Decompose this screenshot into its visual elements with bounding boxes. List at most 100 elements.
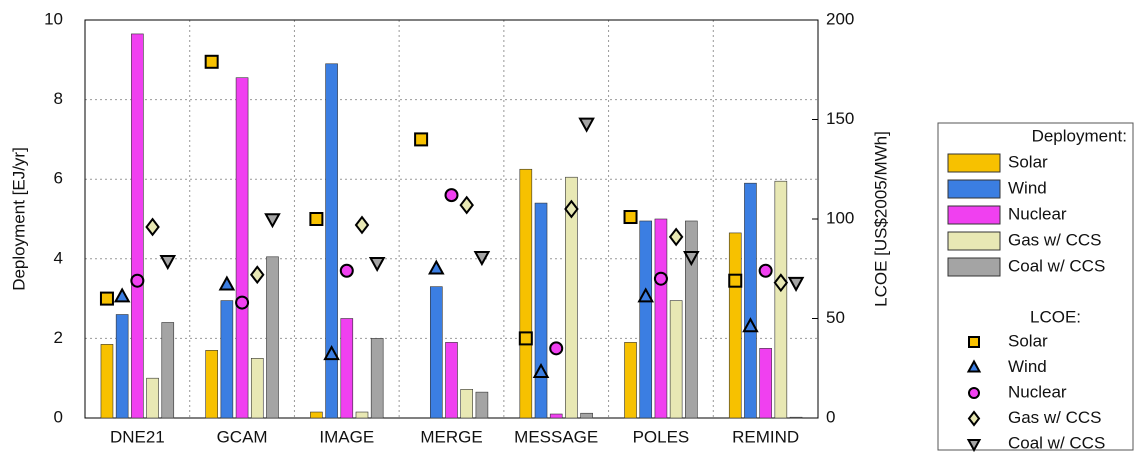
- bar: [759, 348, 772, 419]
- marker: [204, 54, 219, 69]
- x-tick-label: REMIND: [732, 427, 799, 446]
- marker: [473, 251, 491, 267]
- y-tick-label: 4: [54, 248, 63, 267]
- legend-swatch: [947, 257, 1001, 277]
- bar: [131, 33, 144, 419]
- marker: [414, 132, 429, 147]
- marker: [532, 362, 550, 379]
- x-tick-label: MESSAGE: [514, 427, 598, 446]
- x-tick-label: IMAGE: [319, 427, 374, 446]
- marker: [428, 259, 445, 275]
- legend-marker: [968, 336, 980, 348]
- bar: [266, 256, 279, 419]
- y-tick-label: 10: [44, 9, 63, 28]
- marker: [264, 213, 281, 229]
- legend-swatch: [947, 153, 1001, 173]
- bar: [325, 63, 338, 419]
- marker: [145, 217, 160, 237]
- bar: [250, 357, 264, 419]
- y-tick-label: 8: [54, 89, 63, 108]
- marker: [339, 263, 354, 278]
- marker: [728, 273, 743, 288]
- x-tick-label: DNE21: [110, 427, 165, 446]
- bar: [310, 411, 323, 419]
- y-tick-label: 6: [54, 169, 63, 188]
- bar: [789, 416, 803, 419]
- y2-axis-label: LCOE [US$2005/MWh]: [871, 131, 890, 307]
- marker: [159, 254, 177, 271]
- legend-group-title: LCOE:: [1030, 307, 1081, 326]
- marker: [323, 345, 340, 361]
- bar: [639, 220, 653, 419]
- bar: [685, 220, 698, 419]
- legend-label: Gas w/ CCS: [1008, 408, 1102, 427]
- bar: [728, 232, 742, 419]
- marker: [564, 199, 579, 219]
- marker: [637, 287, 655, 303]
- x-tick-label: POLES: [633, 427, 690, 446]
- bar: [624, 342, 637, 419]
- legend-swatch: [947, 205, 1001, 225]
- marker: [758, 263, 773, 278]
- marker: [668, 227, 684, 247]
- marker: [459, 195, 474, 215]
- marker: [623, 210, 638, 225]
- legend-marker: [967, 410, 981, 427]
- bar: [475, 391, 489, 419]
- y2-tick-label: 0: [826, 407, 835, 426]
- marker: [235, 295, 250, 310]
- legend-marker: [968, 387, 980, 399]
- legend-label: Gas w/ CCS: [1008, 230, 1102, 249]
- x-tick-label: GCAM: [217, 427, 268, 446]
- marker: [130, 273, 145, 288]
- bar: [654, 218, 668, 419]
- legend-label: Wind: [1008, 357, 1047, 376]
- y-tick-label: 0: [54, 407, 63, 426]
- marker: [653, 271, 668, 286]
- bar: [220, 300, 234, 419]
- x-tick-label: MERGE: [420, 427, 482, 446]
- marker: [518, 331, 533, 346]
- legend-label: Solar: [1008, 152, 1048, 171]
- bar: [549, 413, 563, 419]
- marker: [368, 256, 386, 273]
- bar: [429, 286, 443, 419]
- legend-label: Solar: [1008, 331, 1048, 350]
- y2-tick-label: 200: [826, 9, 854, 28]
- legend-label: Coal w/ CCS: [1008, 256, 1105, 275]
- y-tick-label: 2: [54, 328, 63, 347]
- marker: [773, 273, 789, 293]
- y-axis-label: Deployment [EJ/yr]: [9, 147, 28, 291]
- marker: [444, 188, 459, 203]
- y2-tick-label: 50: [826, 308, 845, 327]
- bar: [565, 176, 578, 419]
- bar: [340, 318, 354, 419]
- marker: [309, 212, 324, 226]
- bar: [205, 350, 218, 419]
- marker: [578, 117, 595, 133]
- bar: [370, 338, 384, 419]
- bar: [534, 202, 548, 419]
- bar: [146, 377, 159, 419]
- marker: [683, 251, 700, 267]
- legend-group-title: Deployment:: [1032, 126, 1127, 145]
- marker: [113, 287, 131, 303]
- legend-marker: [966, 439, 982, 453]
- bar: [115, 314, 129, 419]
- legend-label: Wind: [1008, 178, 1047, 197]
- marker: [250, 265, 265, 285]
- y2-tick-label: 150: [826, 109, 854, 128]
- bar: [445, 342, 458, 419]
- bar: [519, 168, 533, 419]
- bar: [669, 300, 683, 419]
- marker: [354, 215, 370, 235]
- bar: [100, 344, 114, 419]
- marker: [218, 275, 236, 291]
- bar: [355, 411, 369, 419]
- bar: [774, 180, 788, 419]
- bar: [235, 77, 249, 419]
- marker: [787, 276, 805, 292]
- marker: [99, 291, 114, 306]
